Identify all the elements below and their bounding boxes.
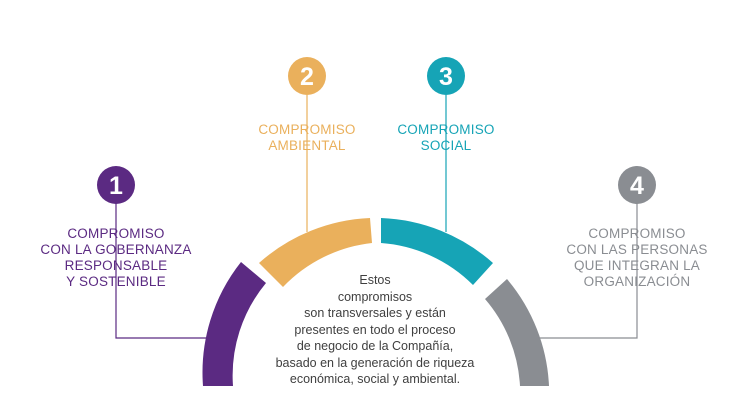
commitment-4-line-3: QUE INTEGRAN LA [573,258,701,273]
badge-2: 2 [288,57,326,95]
center-line-4: presentes en todo el proceso [294,322,456,337]
center-line-5: de negocio de la Compañía, [296,339,454,353]
connector-4 [538,200,638,339]
commitment-4-line-1: COMPROMISO [588,226,686,241]
badge-4-number: 4 [630,172,644,200]
badge-3: 3 [427,57,465,95]
commitment-1-line-1: COMPROMISO [67,226,165,241]
commitment-4-line-4: ORGANIZACIÓN [583,274,691,289]
badge-4: 4 [618,166,656,204]
badge-2-number: 2 [300,63,314,91]
commitment-1-line-3: RESPONSABLE [64,258,168,273]
badge-1-number: 1 [109,172,123,200]
center-line-6: basado en la generación de riqueza [275,355,475,370]
connector-1 [115,200,214,339]
center-line-2: compromisos [337,289,413,304]
arc-segment-4 [485,279,549,386]
center-line-7: económica, social y ambiental. [289,372,461,386]
arc-segment-1 [202,262,266,386]
commitment-2-label: COMPROMISO AMBIENTAL [237,122,377,154]
arc-segment-2 [259,218,372,287]
center-description: Estos compromisos son transversales y es… [255,272,495,388]
commitment-3-label: COMPROMISO SOCIAL [376,122,516,154]
commitment-1-line-2: CON LA GOBERNANZA [40,242,192,257]
arc-segment-3 [381,218,493,285]
commitment-3-line-1: COMPROMISO [397,122,495,137]
commitment-4-line-2: CON LAS PERSONAS [566,242,708,257]
center-line-1: Estos [359,273,391,287]
commitment-2-line-2: AMBIENTAL [268,138,346,153]
commitment-4-label: COMPROMISO CON LAS PERSONAS QUE INTEGRAN… [547,226,727,290]
commitment-3-line-2: SOCIAL [420,138,472,153]
commitment-1-label: COMPROMISO CON LA GOBERNANZA RESPONSABLE… [26,226,206,290]
center-line-3: son transversales y están [304,306,446,320]
badge-1: 1 [97,166,135,204]
commitment-2-line-1: COMPROMISO [258,122,356,137]
badge-3-number: 3 [439,63,453,91]
commitment-1-line-4: Y SOSTENIBLE [66,274,166,289]
